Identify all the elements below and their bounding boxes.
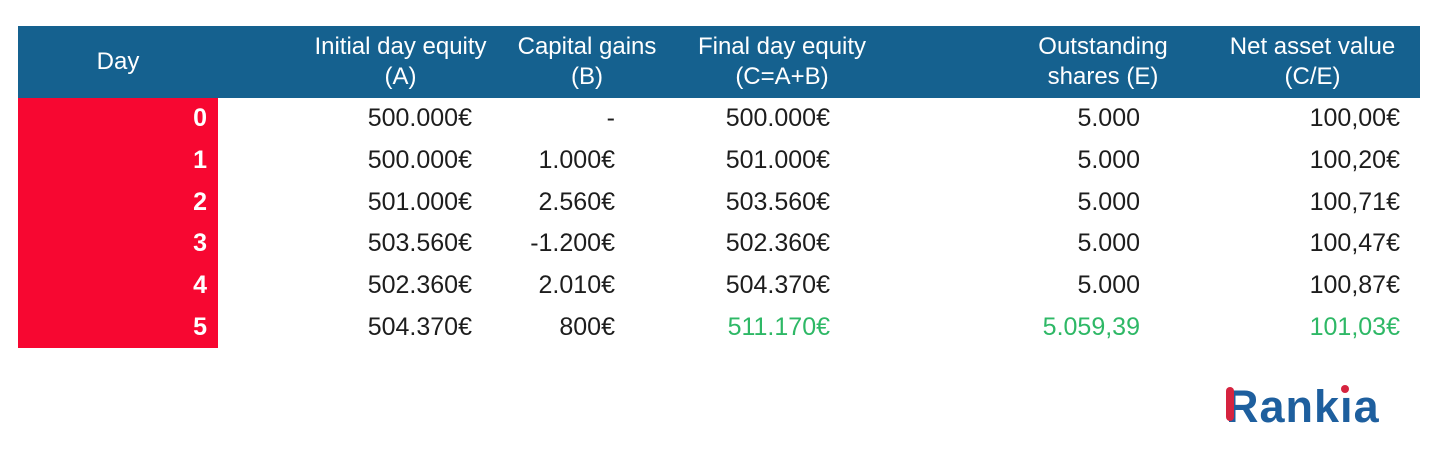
header-day-label: Day [96, 48, 140, 75]
table-row: 0 500.000€ - 500.000€ 5.000 100,00€ [18, 98, 1420, 140]
header-outstanding-shares: Outstanding shares (E) [1038, 33, 1168, 90]
outstanding-shares-cell: 5.000 [1077, 229, 1140, 258]
initial-equity-cell: 500.000€ [367, 146, 472, 175]
final-equity-cell: 503.560€ [725, 187, 830, 216]
table-row: 3 503.560€ -1.200€ 502.360€ 5.000 100,47… [18, 223, 1420, 265]
table-header-row: Day Initial day equity (A) Capital gains… [18, 26, 1420, 98]
outstanding-shares-cell: 5.000 [1077, 271, 1140, 300]
final-equity-cell: 504.370€ [725, 271, 830, 300]
day-cell: 1 [18, 139, 218, 182]
net-asset-value-cell: 100,87€ [1309, 271, 1400, 300]
table-row: 1 500.000€ 1.000€ 501.000€ 5.000 100,20€ [18, 139, 1420, 182]
final-equity-cell: 501.000€ [725, 146, 830, 175]
capital-gains-cell: 1.000€ [538, 146, 615, 175]
outstanding-shares-cell: 5.000 [1077, 187, 1140, 216]
table-row: 4 502.360€ 2.010€ 504.370€ 5.000 100,87€ [18, 264, 1420, 307]
rankia-logo-red-dot-icon [1341, 385, 1349, 393]
day-cell: 2 [18, 181, 218, 224]
initial-equity-cell: 504.370€ [367, 312, 472, 341]
net-asset-value-cell: 101,03€ [1309, 312, 1400, 341]
day-cell: 3 [18, 223, 218, 265]
capital-gains-cell: 800€ [559, 312, 615, 341]
net-asset-value-cell: 100,71€ [1309, 187, 1400, 216]
initial-equity-cell: 501.000€ [367, 187, 472, 216]
net-asset-value-cell: 100,47€ [1309, 229, 1400, 258]
capital-gains-cell: 2.010€ [538, 271, 615, 300]
day-cell: 0 [18, 98, 218, 140]
rankia-logo: Rankıa [1226, 384, 1406, 438]
day-cell: 4 [18, 264, 218, 307]
capital-gains-cell: 2.560€ [538, 187, 615, 216]
outstanding-shares-cell: 5.059,39 [1042, 312, 1140, 341]
final-equity-cell: 502.360€ [725, 229, 830, 258]
table-row: 2 501.000€ 2.560€ 503.560€ 5.000 100,71€ [18, 181, 1420, 224]
header-day: Day [18, 26, 218, 98]
header-net-asset-value: Net asset value (C/E) [1229, 33, 1396, 90]
table-row: 5 504.370€ 800€ 511.170€ 5.059,39 101,03… [18, 306, 1420, 349]
initial-equity-cell: 500.000€ [367, 104, 472, 133]
table-body: 0 500.000€ - 500.000€ 5.000 100,00€ 1 50… [18, 98, 1420, 349]
header-final-equity: Final day equity (C=A+B) [697, 33, 867, 90]
day-cell: 5 [18, 306, 218, 349]
final-equity-cell: 511.170€ [727, 312, 830, 341]
final-equity-cell: 500.000€ [725, 104, 830, 133]
header-capital-gains: Capital gains (B) [517, 33, 657, 90]
initial-equity-cell: 503.560€ [367, 229, 472, 258]
outstanding-shares-cell: 5.000 [1077, 104, 1140, 133]
capital-gains-cell: - [606, 104, 615, 133]
net-asset-value-cell: 100,00€ [1309, 104, 1400, 133]
nav-table: Day Initial day equity (A) Capital gains… [18, 26, 1420, 349]
net-asset-value-cell: 100,20€ [1309, 146, 1400, 175]
rankia-logo-red-bar [1226, 387, 1234, 421]
header-initial-equity: Initial day equity (A) [314, 33, 487, 90]
capital-gains-cell: -1.200€ [530, 229, 615, 258]
rankia-logo-text: Rankıa [1226, 381, 1380, 432]
outstanding-shares-cell: 5.000 [1077, 146, 1140, 175]
initial-equity-cell: 502.360€ [367, 271, 472, 300]
